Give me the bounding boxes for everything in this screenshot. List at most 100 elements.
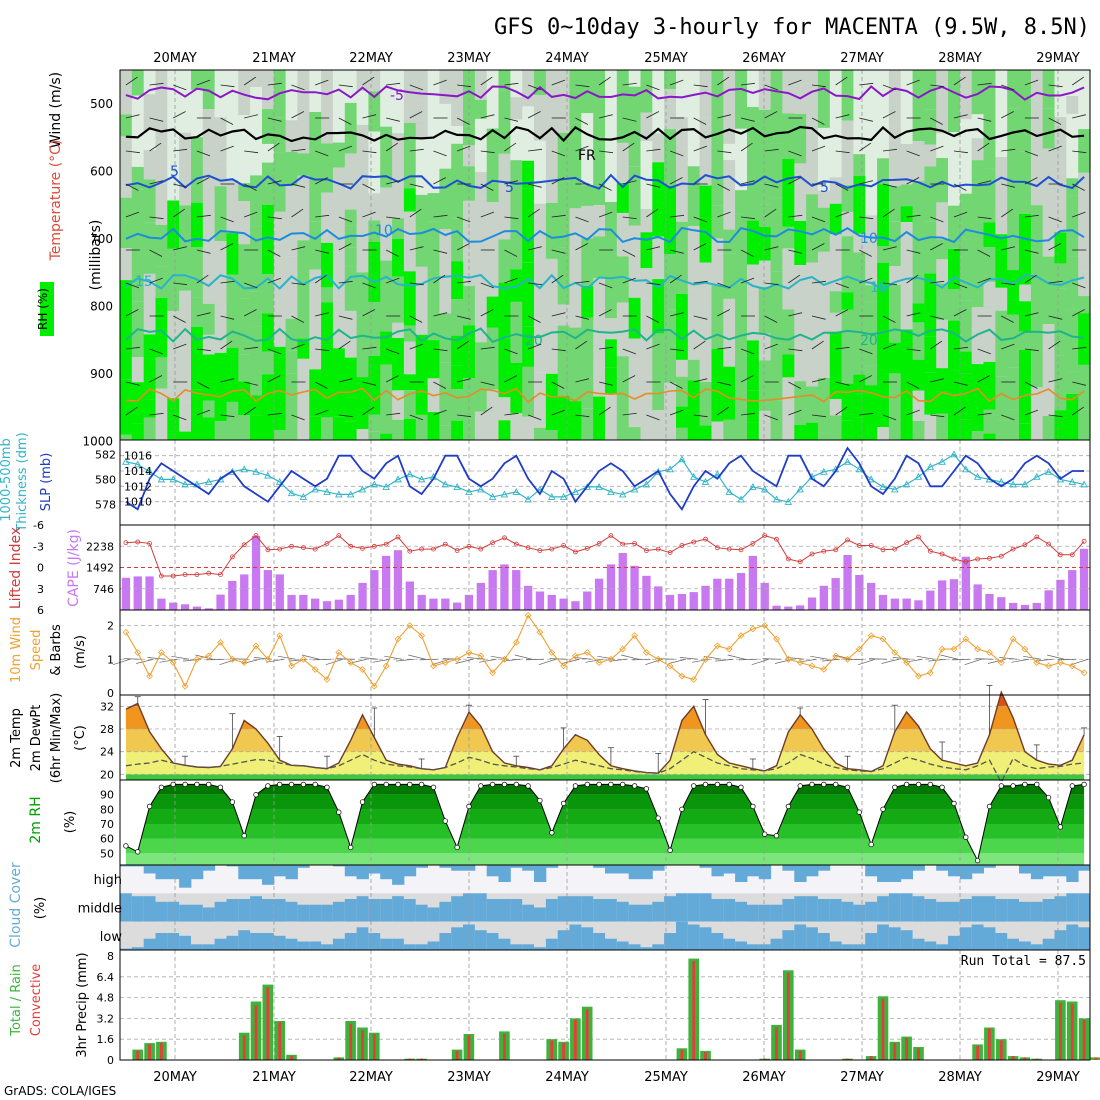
wind-barb bbox=[409, 282, 424, 286]
precip-tick: 4.8 bbox=[97, 992, 115, 1005]
rh-cell bbox=[167, 311, 180, 368]
cape-bar bbox=[334, 599, 343, 610]
wind-barb bbox=[1048, 243, 1062, 251]
wind-barb bbox=[788, 409, 802, 416]
rh-cell bbox=[877, 332, 890, 383]
rh-cell bbox=[309, 112, 322, 154]
rh-cell bbox=[888, 221, 902, 267]
rh-cell bbox=[640, 268, 653, 299]
wind-barb bbox=[1001, 246, 1015, 251]
thickness-point bbox=[725, 487, 733, 495]
wind-barb-10m bbox=[715, 658, 734, 662]
rh-cell bbox=[711, 285, 724, 349]
isotherm-label: 5 bbox=[170, 164, 179, 180]
wind-barb bbox=[243, 406, 257, 416]
li-point bbox=[880, 547, 886, 553]
rh-cell bbox=[143, 334, 157, 358]
rh-cell bbox=[1066, 70, 1079, 96]
rh-cell bbox=[664, 382, 677, 440]
rh-cell bbox=[179, 402, 192, 432]
rh-cell bbox=[1054, 355, 1067, 411]
cloud-cell bbox=[758, 944, 772, 950]
rh-cell bbox=[321, 417, 334, 440]
li-tick: 3 bbox=[37, 583, 44, 596]
wind-speed-point bbox=[169, 659, 177, 666]
rh-cell bbox=[143, 179, 157, 223]
rh-cell bbox=[321, 192, 334, 243]
wind-barb bbox=[693, 340, 706, 350]
rh-cell bbox=[569, 310, 582, 328]
rh-cell bbox=[841, 212, 854, 237]
wind-barb bbox=[267, 180, 282, 185]
cape-bar bbox=[914, 600, 923, 610]
wind-speed-point bbox=[785, 655, 792, 663]
rh-point bbox=[454, 844, 460, 851]
thickness-line bbox=[125, 453, 1085, 503]
wind-barb-10m bbox=[727, 654, 746, 660]
rh-cell bbox=[179, 70, 192, 91]
precip-conv-bar bbox=[680, 1049, 684, 1060]
wind-barb bbox=[315, 214, 330, 218]
cape-bar bbox=[642, 575, 651, 610]
rh-cell bbox=[238, 298, 251, 355]
rh-cell bbox=[451, 261, 464, 300]
rh-cell bbox=[936, 259, 949, 284]
wind-barb-10m bbox=[171, 655, 190, 660]
cloud-cell bbox=[865, 901, 878, 922]
cape-bar bbox=[275, 574, 284, 610]
precip-total-label: Total / Rain bbox=[9, 964, 24, 1037]
temp-label-2: 2m DewPt bbox=[29, 705, 44, 772]
rh-cell bbox=[699, 401, 712, 426]
cape-bar bbox=[393, 550, 403, 610]
cloud-high-cell bbox=[380, 865, 393, 880]
cloud-cell bbox=[817, 899, 831, 922]
cloud-high-cell bbox=[510, 865, 523, 868]
rh-cell bbox=[273, 430, 287, 440]
rh-cell bbox=[806, 70, 819, 132]
rh-cell bbox=[581, 113, 594, 186]
isotherm-line bbox=[125, 85, 1085, 101]
rh-cell bbox=[226, 274, 239, 348]
rh-cell bbox=[806, 194, 819, 263]
li-point bbox=[525, 545, 531, 551]
rh-cell bbox=[735, 345, 748, 417]
wind-speed-point bbox=[193, 655, 201, 663]
rh-cell bbox=[498, 176, 511, 240]
wind-barb bbox=[953, 183, 967, 191]
precip-conv-bar bbox=[455, 1050, 459, 1060]
cloud-cell bbox=[1042, 938, 1055, 950]
rh2m-unit-label: (%) bbox=[63, 811, 78, 834]
cloud-high-cell bbox=[262, 865, 275, 885]
rh-cell bbox=[451, 335, 464, 366]
rh-cell bbox=[605, 367, 618, 395]
rh-cell bbox=[723, 160, 736, 230]
wind-barb bbox=[504, 249, 518, 257]
rh-cell bbox=[877, 262, 890, 333]
cloud-cell bbox=[605, 899, 618, 922]
li-tick: -6 bbox=[33, 519, 44, 532]
rh-cell bbox=[439, 70, 452, 104]
wind-speed-point bbox=[867, 632, 875, 639]
precip-conv-bar bbox=[775, 1027, 778, 1060]
rh-cell bbox=[321, 70, 334, 114]
cloud-cell bbox=[1042, 899, 1055, 922]
rh-cell bbox=[332, 142, 346, 168]
wind-barb bbox=[149, 348, 163, 355]
rh-point bbox=[135, 849, 141, 855]
cloud-cell bbox=[782, 899, 795, 922]
rh-cell bbox=[155, 142, 168, 184]
rh-cell bbox=[936, 413, 949, 440]
wind-barb bbox=[338, 414, 353, 418]
rh-point bbox=[300, 781, 307, 788]
rh-point bbox=[643, 786, 650, 792]
wind-barb bbox=[409, 183, 424, 188]
precip-conv-bar bbox=[1035, 1058, 1039, 1060]
date-label-top: 21MAY bbox=[252, 51, 296, 66]
rh-cell bbox=[853, 393, 866, 418]
rh-area bbox=[125, 784, 1085, 865]
rh-cell bbox=[983, 247, 996, 282]
wind-barb bbox=[859, 249, 872, 257]
rh-cell bbox=[474, 198, 488, 257]
wind-barb bbox=[1024, 214, 1039, 218]
cloud-high-cell bbox=[817, 865, 831, 871]
